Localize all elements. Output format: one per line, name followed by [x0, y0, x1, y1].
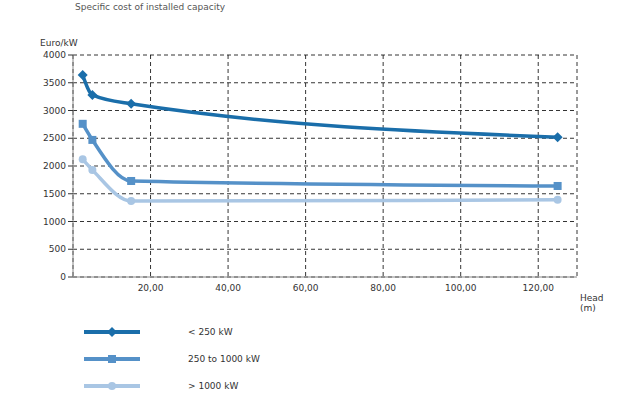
svg-text:1000: 1000 [43, 217, 66, 227]
svg-text:2500: 2500 [43, 133, 66, 143]
svg-text:100,00: 100,00 [445, 283, 477, 293]
svg-text:4000: 4000 [43, 50, 66, 60]
svg-text:3500: 3500 [43, 78, 66, 88]
svg-text:120,00: 120,00 [522, 283, 554, 293]
html-text:> 1000 kW: > 1000 kW [188, 380, 239, 391]
svg-text:0: 0 [60, 272, 66, 282]
html-text:< 250 kW: < 250 kW [188, 326, 233, 337]
html-text:Euro/kW: Euro/kW [40, 38, 78, 48]
svg-text:20,00: 20,00 [138, 283, 164, 293]
svg-text:1500: 1500 [43, 189, 66, 199]
svg-text:2000: 2000 [43, 161, 66, 171]
svg-text:80,00: 80,00 [370, 283, 396, 293]
svg-text:40,00: 40,00 [215, 283, 241, 293]
html-text:Head (m): Head (m) [580, 293, 604, 313]
svg-text:3000: 3000 [43, 106, 66, 116]
svg-text:60,00: 60,00 [293, 283, 319, 293]
html-text:250 to 1000 kW: 250 to 1000 kW [188, 353, 260, 364]
svg-text:500: 500 [49, 244, 66, 254]
html-text:Specific cost of installed cap: Specific cost of installed capacity [75, 2, 225, 12]
